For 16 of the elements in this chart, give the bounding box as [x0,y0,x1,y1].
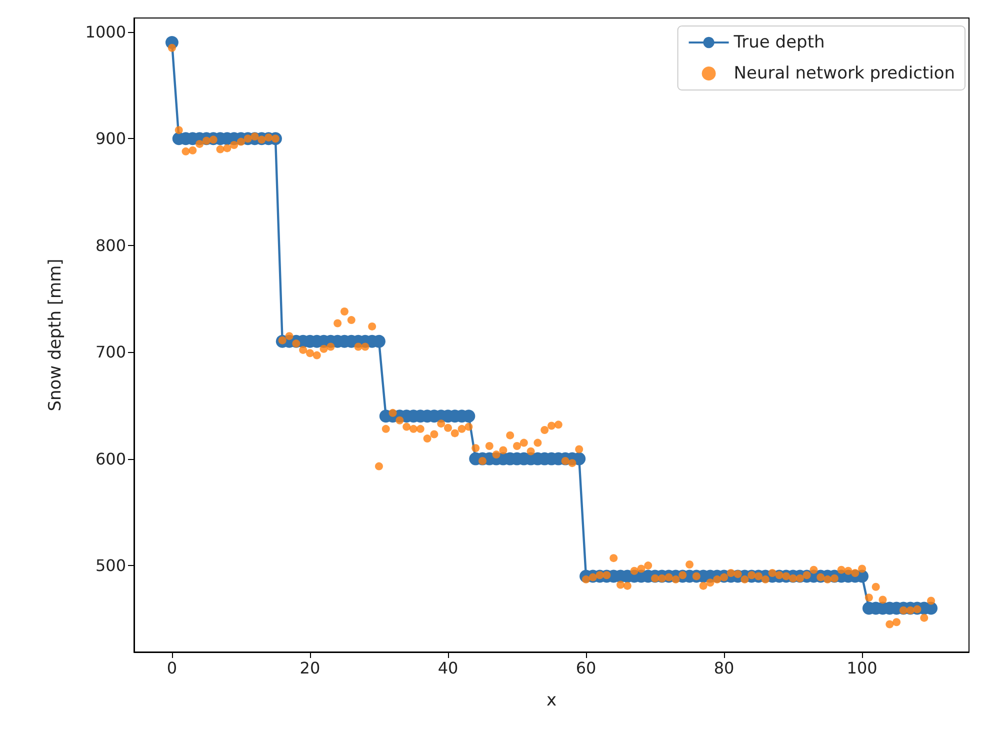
x-tick-label: 0 [166,658,178,678]
y-axis-title: Snow depth [mm] [46,258,66,412]
x-tick-label: 100 [846,658,878,678]
x-tick-label: 20 [300,658,320,678]
legend-label: Neural network prediction [734,64,956,84]
legend-label: True depth [732,32,825,52]
x-tick-label: 60 [576,658,596,678]
y-tick-label: 500 [95,556,126,576]
y-tick-label: 700 [95,342,126,362]
x-tick-label: 40 [438,658,458,678]
y-tick-label: 800 [95,236,126,255]
y-tick-label: 900 [95,129,126,148]
x-axis-title: x [546,690,557,710]
y-tick-label: 1000 [85,22,126,42]
y-tick-label: 600 [95,449,126,468]
x-tick-label: 80 [714,658,734,678]
